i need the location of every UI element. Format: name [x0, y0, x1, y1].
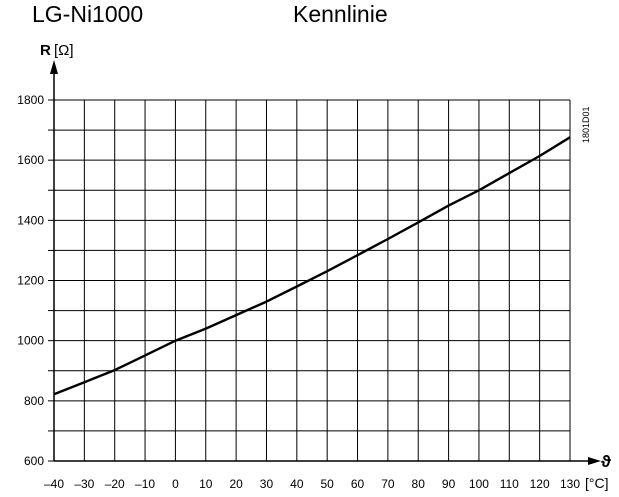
x-tick-label: 60	[351, 477, 365, 491]
x-tick-label: 90	[442, 477, 456, 491]
x-tick-label: 120	[530, 477, 550, 491]
y-tick-label: 1600	[17, 153, 44, 167]
x-tick-label: 0	[172, 477, 179, 491]
x-tick-label: 100	[469, 477, 489, 491]
x-tick-label: –30	[74, 477, 94, 491]
y-axis-label-unit: [Ω]	[54, 42, 74, 59]
series-line	[53, 136, 571, 396]
y-tick-label: 1400	[17, 213, 44, 227]
chart-subtitle: Kennlinie	[293, 1, 388, 27]
x-tick-label: 80	[412, 477, 426, 491]
x-axis-label-symbol: ϑ	[601, 452, 611, 471]
x-axis-label-unit: [°C]	[585, 475, 609, 491]
x-tick-label: 10	[199, 477, 213, 491]
y-tick-label: 1800	[17, 93, 44, 107]
y-tick-label: 1200	[17, 274, 44, 288]
x-tick-label: –10	[135, 477, 155, 491]
figure-code: 1801D01	[581, 106, 591, 143]
x-tick-label: 70	[381, 477, 395, 491]
tick-labels: 600 800 1000 1200 1400 1600 1800 –40 –30 –20 –10 0 1…	[17, 93, 580, 491]
y-tick-label: 600	[24, 454, 44, 468]
y-axis-label-symbol: R	[40, 42, 51, 59]
x-axis-arrow	[588, 457, 601, 465]
y-axis-arrow	[50, 60, 58, 74]
x-tick-label: 110	[500, 477, 519, 491]
x-tick-label: 40	[290, 477, 304, 491]
x-tick-label: 30	[260, 477, 274, 491]
x-tick-label: –40	[44, 477, 64, 491]
x-tick-label: 130	[560, 477, 580, 491]
x-tick-label: –20	[105, 477, 125, 491]
chart-title: LG-Ni1000	[32, 1, 144, 27]
x-tick-label: 50	[320, 477, 334, 491]
y-tick-label: 1000	[17, 334, 44, 348]
series	[53, 136, 571, 396]
axes	[48, 60, 601, 465]
y-tick-label: 800	[24, 394, 44, 408]
x-tick-label: 20	[229, 477, 243, 491]
grid	[54, 99, 571, 461]
